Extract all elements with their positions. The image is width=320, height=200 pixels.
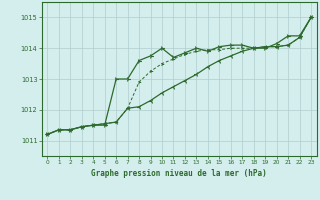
X-axis label: Graphe pression niveau de la mer (hPa): Graphe pression niveau de la mer (hPa) — [91, 169, 267, 178]
